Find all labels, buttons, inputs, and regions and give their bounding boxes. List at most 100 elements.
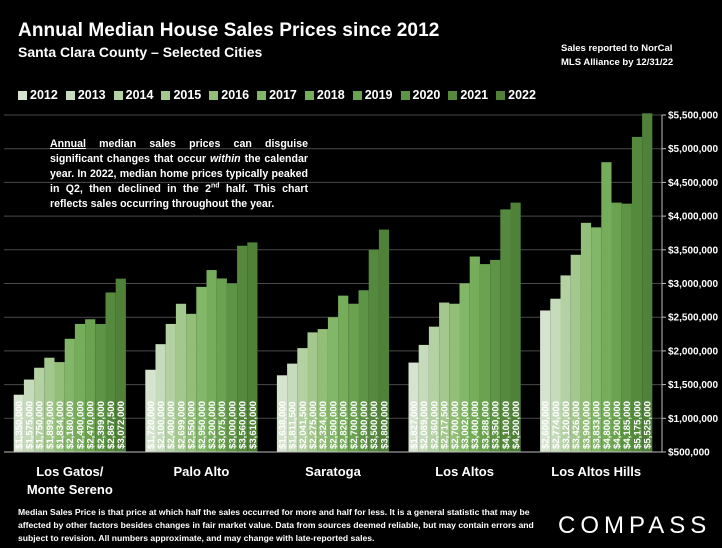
legend-label: 2021 (460, 88, 489, 102)
legend-item-2019: 2019 (352, 88, 393, 102)
legend-label: 2022 (508, 88, 536, 102)
bar (378, 229, 390, 452)
bar-data-label: $3,900,000 (581, 401, 592, 449)
bar (540, 310, 551, 452)
legend-swatch (65, 90, 75, 100)
bar (186, 313, 197, 452)
legend-swatch (496, 90, 506, 100)
bar-data-label: $3,000,000 (227, 401, 238, 449)
source-note: Sales reported to NorCal MLS Alliance by… (561, 42, 711, 70)
bar (54, 362, 65, 452)
bar (479, 264, 491, 452)
annotation-part-1: median sales prices can disguise signifi… (50, 138, 308, 165)
bar-data-label: $1,827,000 (409, 401, 420, 449)
bar (237, 245, 248, 452)
bar (459, 283, 470, 452)
bar (550, 298, 561, 452)
bar-data-label: $3,200,000 (207, 401, 218, 449)
category-label: Los Altos (435, 464, 494, 479)
bar (175, 303, 187, 452)
bar-data-label: $3,075,000 (217, 401, 228, 449)
bar-data-label: $3,288,000 (480, 401, 491, 449)
bar (115, 278, 126, 452)
bar-data-label: $4,100,000 (501, 401, 512, 449)
bar (631, 136, 643, 452)
bar (642, 113, 653, 452)
bar-data-label: $2,400,000 (75, 401, 86, 449)
y-tick-label: $3,000,000 (668, 279, 718, 290)
chart-title: Annual Median House Sales Prices since 2… (18, 20, 440, 41)
annotation-part-2: the calendar year. In 2022, median home … (50, 153, 308, 195)
bar (23, 379, 35, 452)
legend-label: 2016 (221, 88, 250, 102)
legend-item-2015: 2015 (161, 88, 201, 102)
bar (13, 394, 24, 452)
bar (317, 329, 328, 452)
bar-data-label: $4,800,000 (602, 401, 613, 449)
bar-data-label: $3,400,000 (470, 401, 481, 449)
y-tick-label: $1,000,000 (668, 414, 718, 425)
legend-swatch (448, 90, 458, 100)
source-line-2: MLS Alliance by 12/31/22 (561, 57, 674, 68)
bar (570, 254, 581, 452)
bar (469, 256, 480, 452)
bar (500, 209, 511, 452)
annotation-annual: Annual (50, 138, 86, 150)
y-tick-label: $5,500,000 (668, 111, 718, 122)
bar (611, 202, 622, 452)
bar-data-label: $2,600,000 (541, 401, 552, 449)
legend-swatch (113, 90, 123, 100)
bar (428, 326, 440, 452)
chart-legend: 2012 2013 2014 2015 2016 2017 2018 2019 2020 2021… (18, 86, 544, 104)
bar-data-label: $2,950,000 (197, 401, 208, 449)
y-tick-label: $3,500,000 (668, 245, 718, 256)
bar-data-label: $2,100,000 (156, 401, 167, 449)
bar-data-label: $3,002,000 (460, 401, 471, 449)
legend-label: 2017 (269, 88, 297, 102)
bar-data-label: $2,399,000 (96, 401, 107, 449)
bar-data-label: $1,720,000 (146, 401, 157, 449)
legend-label: 2015 (173, 88, 202, 102)
bar (408, 362, 419, 452)
category-label: Palo Alto (173, 464, 229, 479)
legend-swatch (18, 90, 27, 100)
annotation-within: within (210, 153, 241, 165)
bar-data-label: $1,638,000 (277, 401, 288, 449)
bar (226, 283, 238, 452)
bar (510, 202, 521, 452)
legend-swatch (352, 90, 362, 100)
bar-data-label: $2,360,000 (429, 401, 440, 449)
compass-logo: COMPASS (558, 512, 712, 539)
legend-label: 2020 (412, 88, 441, 102)
bar (85, 319, 96, 452)
bar-data-label: $2,550,000 (187, 401, 198, 449)
legend-item-2012: 2012 (18, 88, 58, 102)
bar (34, 367, 45, 452)
bar-data-label: $3,426,000 (571, 401, 582, 449)
annotation-part-3: half. This chart reflects sales occurrin… (50, 183, 309, 210)
bar-data-label: $2,867,500 (106, 401, 117, 449)
bar (216, 278, 227, 452)
chart-subtitle: Santa Clara County – Selected Cities (18, 44, 263, 60)
bar-data-label: $1,811,500 (288, 402, 299, 450)
bar (155, 344, 166, 452)
legend-item-2022: 2022 (496, 88, 536, 102)
y-tick-label: $4,500,000 (668, 178, 718, 189)
legend-swatch (209, 90, 219, 100)
bar (74, 323, 86, 452)
bar-data-label: $2,820,000 (339, 401, 350, 449)
legend-label: 2013 (77, 88, 106, 102)
bar (560, 275, 571, 452)
legend-item-2018: 2018 (304, 88, 345, 102)
bar (287, 363, 298, 452)
bar (580, 222, 592, 452)
bar (247, 242, 258, 452)
legend-item-2020: 2020 (400, 88, 441, 102)
bar (439, 302, 450, 452)
bar-data-label: $2,089,000 (419, 401, 430, 449)
legend-item-2021: 2021 (448, 88, 488, 102)
bar (44, 357, 55, 452)
y-tick-label: $5,000,000 (668, 144, 718, 155)
bar-data-label: $3,350,000 (491, 401, 502, 449)
bar-data-label: $2,717,500 (440, 401, 451, 449)
